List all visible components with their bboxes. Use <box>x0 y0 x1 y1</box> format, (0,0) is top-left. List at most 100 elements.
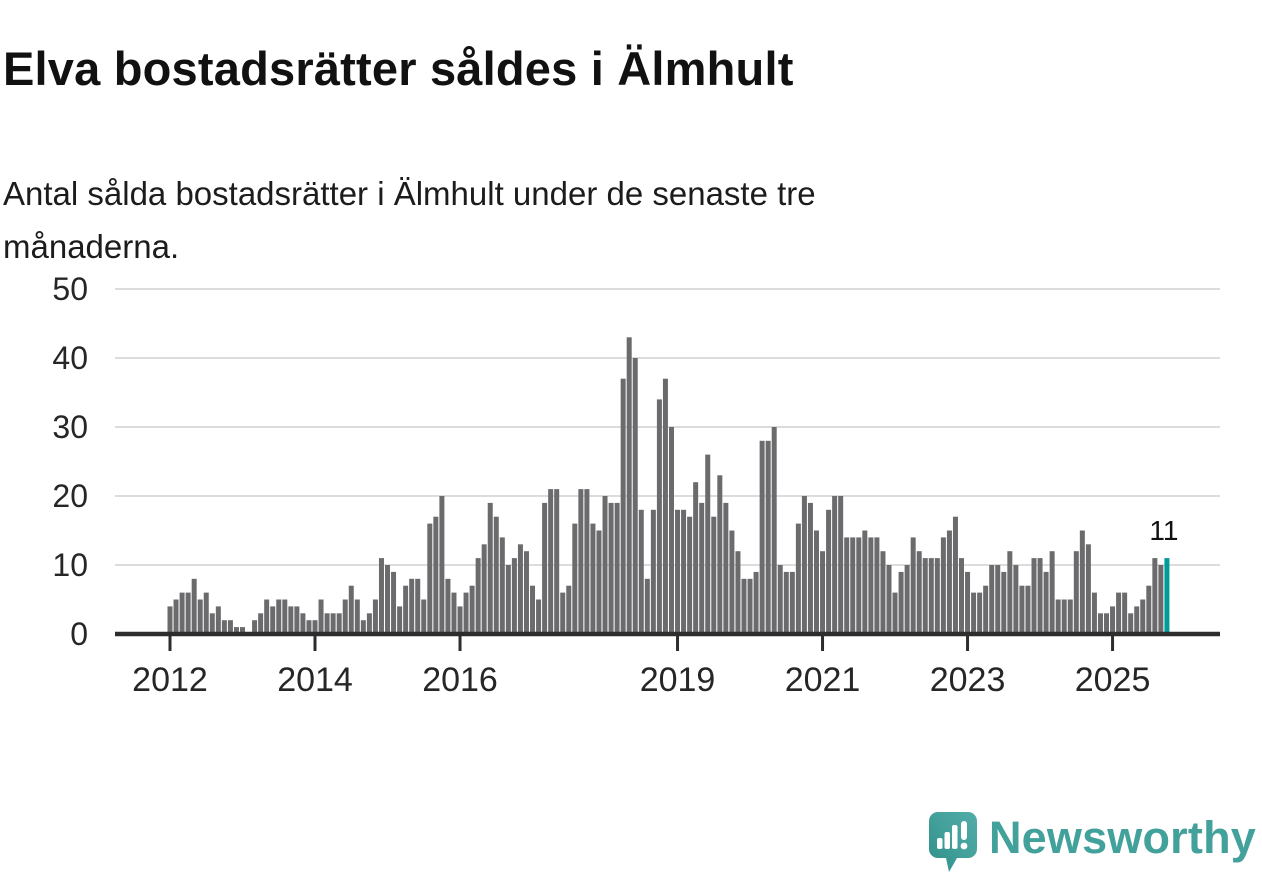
bar <box>197 599 203 634</box>
bar <box>312 620 318 634</box>
bar <box>995 565 1001 634</box>
bar <box>191 578 197 634</box>
bar <box>596 530 602 634</box>
bar <box>1152 558 1158 634</box>
logo-exclamation-stem <box>960 821 967 840</box>
bar <box>1007 551 1013 634</box>
bar <box>777 565 783 634</box>
bar <box>590 523 596 634</box>
bar <box>928 558 934 634</box>
bar <box>759 440 765 634</box>
bar <box>566 585 572 634</box>
bar <box>409 578 415 634</box>
bar <box>1061 599 1067 634</box>
bar <box>252 620 258 634</box>
bar <box>548 489 554 634</box>
bar <box>765 440 771 634</box>
chart-title: Elva bostadsrätter såldes i Älmhult <box>3 42 794 96</box>
bar <box>203 592 209 634</box>
bar <box>741 578 747 634</box>
bar <box>366 613 372 634</box>
bar <box>626 337 632 634</box>
bar <box>874 537 880 634</box>
brand-name: Newsworthy <box>988 812 1256 863</box>
bar <box>1055 599 1061 634</box>
bar <box>493 516 499 634</box>
bar <box>221 620 227 634</box>
bar <box>342 599 348 634</box>
bar <box>675 509 681 634</box>
bar <box>354 599 360 634</box>
bar <box>977 592 983 634</box>
bar <box>922 558 928 634</box>
bar <box>215 606 221 634</box>
bar <box>282 599 288 634</box>
bar <box>1025 585 1031 634</box>
bar <box>433 516 439 634</box>
bar <box>288 606 294 634</box>
bar <box>233 627 239 634</box>
chart-subtitle: Antal sålda bostadsrätter i Älmhult unde… <box>3 175 816 266</box>
bar <box>1043 571 1049 634</box>
bar <box>306 620 312 634</box>
bar <box>1128 613 1134 634</box>
bar <box>959 558 964 634</box>
bar <box>771 427 777 634</box>
bar <box>946 530 952 634</box>
bar <box>910 537 916 634</box>
bar <box>421 599 427 634</box>
bar <box>608 502 614 634</box>
bar <box>378 558 384 634</box>
bar <box>505 565 511 634</box>
bar <box>729 530 735 634</box>
bar <box>1122 592 1128 634</box>
bar <box>1097 613 1103 634</box>
bar <box>209 613 215 634</box>
bar <box>179 592 185 634</box>
bar <box>989 565 995 634</box>
bar <box>880 551 886 634</box>
bar <box>681 509 687 634</box>
bar <box>511 558 517 634</box>
bar <box>735 551 741 634</box>
bar <box>391 571 397 634</box>
bar <box>572 523 578 634</box>
bar <box>554 489 560 634</box>
bar <box>578 489 584 634</box>
x-axis-label: 2023 <box>930 661 1006 699</box>
bar <box>753 571 759 634</box>
bar <box>523 551 529 634</box>
x-axis-label: 2025 <box>1075 661 1151 699</box>
bar <box>318 599 324 634</box>
bar <box>711 516 717 634</box>
bar <box>270 606 276 634</box>
bar <box>1079 530 1085 634</box>
value-annotation: 11 <box>1149 515 1178 546</box>
newsworthy-logo-icon <box>928 812 977 872</box>
x-axis-label: 2016 <box>422 661 498 699</box>
bar <box>397 606 403 634</box>
bar <box>415 578 421 634</box>
bar <box>403 585 409 634</box>
bar <box>898 571 904 634</box>
bar <box>886 565 892 634</box>
bar <box>795 523 801 634</box>
branding: Newsworthy <box>927 810 1256 874</box>
bar <box>952 516 958 634</box>
bar <box>916 551 922 634</box>
bar <box>813 530 819 634</box>
bar <box>1019 585 1025 634</box>
bar <box>723 502 729 634</box>
bar <box>1158 565 1164 634</box>
bar <box>807 502 813 634</box>
bar <box>530 585 536 634</box>
bar <box>856 537 862 634</box>
bar <box>662 378 668 634</box>
bar <box>300 613 306 634</box>
bar <box>820 551 826 634</box>
bar <box>372 599 378 634</box>
bar <box>699 502 705 634</box>
bar <box>385 565 391 634</box>
